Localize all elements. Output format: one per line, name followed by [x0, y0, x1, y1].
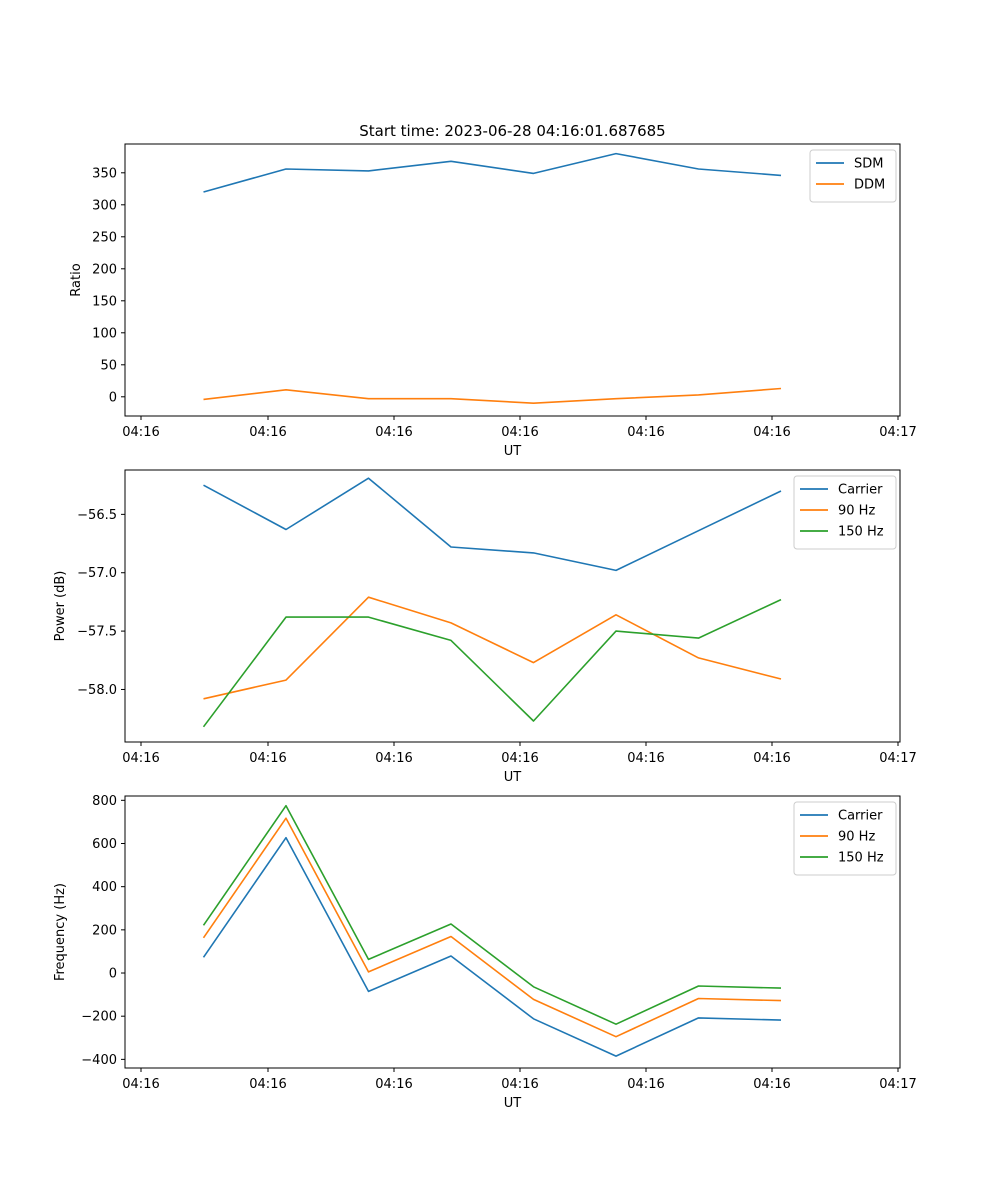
y-tick-label: −400	[81, 1053, 117, 1068]
y-axis-label: Ratio	[69, 263, 84, 296]
x-tick-label: 04:16	[249, 751, 286, 766]
x-axis-label: UT	[504, 770, 522, 785]
series-line-3-3	[202, 804, 782, 1025]
y-tick-label: 50	[100, 358, 117, 373]
legend-entry-3: 150 Hz	[838, 851, 884, 866]
panel-1: 04:16 04:16 04:16 04:16 04:16 04:16 04:17 0 50 10…	[69, 143, 917, 459]
y-tick-label: 0	[109, 967, 117, 982]
x-axis-label: UT	[504, 444, 522, 459]
x-tick-label: 04:16	[122, 1077, 159, 1092]
y-axis-label: Power (dB)	[53, 571, 68, 642]
legend-entry-2: DDM	[854, 178, 885, 193]
series-line-2-3	[202, 598, 782, 728]
x-tick-label: 04:16	[122, 751, 159, 766]
legend-entry-1: Carrier	[838, 809, 883, 824]
series-line-2-2	[203, 596, 782, 700]
axes-frame	[124, 143, 901, 417]
y-tick-label: 200	[92, 262, 117, 277]
axes-frame	[124, 795, 901, 1069]
series-line-1-2	[203, 387, 782, 405]
y-axis-label: Frequency (Hz)	[53, 883, 68, 981]
legend: SDM DDM	[809, 149, 897, 203]
y-tick-label: 300	[92, 198, 117, 213]
x-tick-label: 04:16	[249, 425, 286, 440]
x-axis-label: UT	[504, 1096, 522, 1111]
legend-entry-2: 90 Hz	[838, 830, 875, 845]
x-tick-label: 04:16	[753, 751, 790, 766]
x-tick-label: 04:16	[627, 751, 664, 766]
x-tick-label: 04:16	[627, 425, 664, 440]
legend-entry-1: Carrier	[838, 483, 883, 498]
series-line-3-2	[202, 817, 782, 1038]
y-tick-label: 100	[92, 326, 117, 341]
y-tick-label: 0	[109, 390, 117, 405]
x-tick-label: 04:16	[501, 1077, 538, 1092]
x-tick-label: 04:16	[627, 1077, 664, 1092]
x-tick-label: 04:16	[375, 1077, 412, 1092]
x-tick-label: 04:16	[753, 1077, 790, 1092]
x-tick-label: 04:16	[753, 425, 790, 440]
y-tick-label: −57.0	[77, 566, 117, 581]
series-line-2-1	[203, 477, 782, 572]
y-tick-label: 400	[92, 880, 117, 895]
legend-entry-2: 90 Hz	[838, 504, 875, 519]
x-tick-label: 04:16	[501, 751, 538, 766]
y-tick-label: 150	[92, 294, 117, 309]
legend: Carrier 90 Hz 150 Hz	[793, 801, 897, 876]
y-tick-label: −200	[81, 1010, 117, 1025]
y-tick-label: 350	[92, 166, 117, 181]
legend-entry-3: 150 Hz	[838, 525, 884, 540]
x-tick-label: 04:17	[879, 751, 916, 766]
panel-2: 04:16 04:16 04:16 04:16 04:16 04:16 04:17 −58.0…	[53, 469, 917, 785]
y-tick-label: 600	[92, 837, 117, 852]
x-tick-label: 04:16	[249, 1077, 286, 1092]
legend-entry-1: SDM	[854, 157, 883, 172]
y-tick-label: 250	[92, 230, 117, 245]
y-tick-label: −56.5	[77, 508, 117, 523]
x-tick-label: 04:16	[501, 425, 538, 440]
y-tick-label: 200	[92, 923, 117, 938]
axes-frame	[124, 469, 901, 743]
legend: Carrier 90 Hz 150 Hz	[793, 475, 897, 550]
x-tick-label: 04:17	[879, 1077, 916, 1092]
series-line-1-1	[203, 152, 782, 193]
x-tick-label: 04:16	[122, 425, 159, 440]
panel-3: 04:16 04:16 04:16 04:16 04:16 04:16 04:17 −400 −…	[53, 794, 917, 1111]
x-tick-label: 04:16	[375, 425, 412, 440]
x-tick-label: 04:17	[879, 425, 916, 440]
series-line-3-1	[202, 836, 782, 1057]
y-tick-label: −57.5	[77, 625, 117, 640]
y-tick-label: 800	[92, 794, 117, 809]
y-tick-label: −58.0	[77, 683, 117, 698]
x-tick-label: 04:16	[375, 751, 412, 766]
chart-title: Start time: 2023-06-28 04:16:01.687685	[359, 122, 665, 140]
